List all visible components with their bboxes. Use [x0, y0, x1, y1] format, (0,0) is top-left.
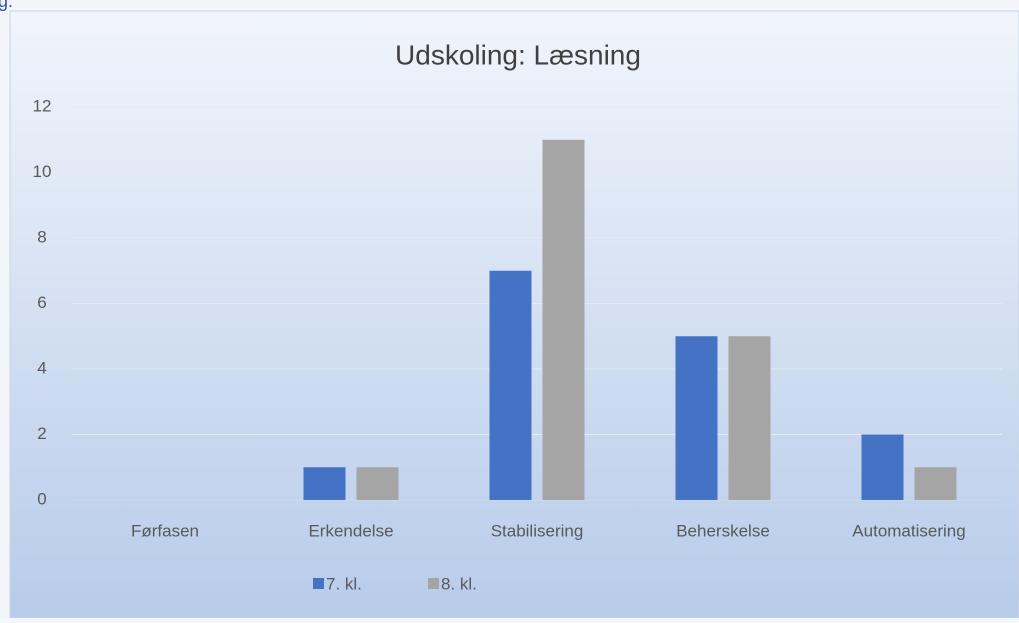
- bar: [675, 336, 718, 500]
- bar: [861, 434, 904, 500]
- bar: [914, 467, 957, 500]
- y-tick-label: 12: [33, 96, 52, 115]
- x-tick-label: Stabilisering: [491, 521, 584, 540]
- chart-title: Udskoling: Læsning: [395, 39, 641, 70]
- y-tick-label: 10: [33, 162, 52, 181]
- fragment-text: g:: [0, 0, 13, 11]
- bar: [303, 467, 346, 500]
- x-tick-label: Beherskelse: [676, 521, 770, 540]
- bar: [489, 270, 532, 500]
- legend-swatch: [313, 578, 324, 589]
- y-tick-label: 6: [37, 293, 46, 312]
- legend-swatch: [428, 578, 439, 589]
- y-tick-label: 4: [37, 358, 46, 377]
- x-tick-label: Automatisering: [852, 521, 965, 540]
- bar: [356, 467, 399, 500]
- y-tick-label: 2: [37, 424, 46, 443]
- bar: [542, 139, 585, 500]
- y-tick-label: 0: [37, 489, 46, 508]
- legend-label: 7. kl.: [326, 574, 362, 593]
- x-tick-label: Erkendelse: [308, 521, 393, 540]
- bar: [728, 336, 771, 500]
- legend-label: 8. kl.: [441, 574, 477, 593]
- x-tick-label: Førfasen: [131, 521, 199, 540]
- y-tick-label: 8: [37, 227, 46, 246]
